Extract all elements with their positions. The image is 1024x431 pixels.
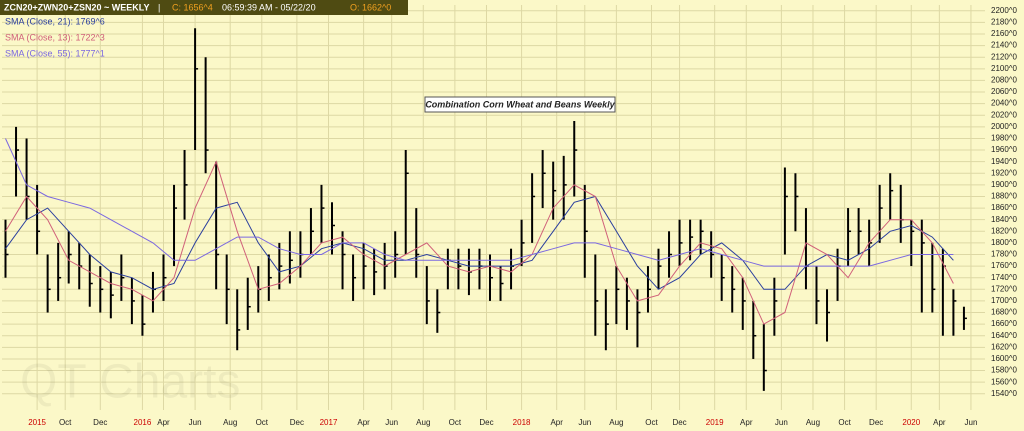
- y-tick-label: 1560^0: [991, 377, 1018, 386]
- y-tick-label: 1640^0: [991, 331, 1018, 340]
- legend-entry: SMA (Close, 13): 1722^3: [5, 32, 105, 42]
- x-tick-label: Apr: [550, 418, 563, 427]
- x-tick-label: Oct: [838, 418, 851, 427]
- y-tick-label: 1860^0: [991, 203, 1018, 212]
- x-tick-label: Jun: [578, 418, 591, 427]
- header-bar: [0, 0, 408, 15]
- x-tick-label: Oct: [59, 418, 72, 427]
- header-separator: |: [158, 2, 160, 12]
- y-tick-label: 1780^0: [991, 250, 1018, 259]
- header-close: C: 1656^4: [172, 2, 213, 12]
- x-tick-label: Oct: [449, 418, 462, 427]
- y-tick-label: 2140^0: [991, 41, 1018, 50]
- y-tick-label: 2000^0: [991, 122, 1018, 131]
- x-tick-label: Dec: [479, 418, 493, 427]
- y-tick-label: 2120^0: [991, 52, 1018, 61]
- y-tick-label: 2200^0: [991, 6, 1018, 15]
- y-tick-label: 1700^0: [991, 296, 1018, 305]
- y-tick-label: 1960^0: [991, 145, 1018, 154]
- x-tick-label: Apr: [357, 418, 370, 427]
- x-tick-label: Dec: [93, 418, 107, 427]
- x-tick-label: Oct: [256, 418, 269, 427]
- y-tick-label: 2080^0: [991, 76, 1018, 85]
- y-tick-label: 1580^0: [991, 366, 1018, 375]
- y-tick-label: 1940^0: [991, 157, 1018, 166]
- x-tick-label: 2017: [320, 418, 338, 427]
- x-tick-label: 2020: [902, 418, 920, 427]
- x-tick-label: Dec: [290, 418, 304, 427]
- x-tick-label: Apr: [740, 418, 753, 427]
- x-tick-label: Dec: [672, 418, 686, 427]
- y-tick-label: 1660^0: [991, 319, 1018, 328]
- legend-entry: SMA (Close, 55): 1777^1: [5, 48, 105, 58]
- x-tick-label: Dec: [869, 418, 883, 427]
- sma-line: [5, 160, 954, 325]
- legend-entry: SMA (Close, 21): 1769^6: [5, 16, 105, 26]
- y-tick-label: 2180^0: [991, 18, 1018, 27]
- y-tick-label: 2020^0: [991, 110, 1018, 119]
- y-tick-label: 1720^0: [991, 284, 1018, 293]
- y-tick-label: 1760^0: [991, 261, 1018, 270]
- x-tick-label: Apr: [933, 418, 946, 427]
- y-tick-label: 1900^0: [991, 180, 1018, 189]
- sma-line: [5, 138, 954, 267]
- x-tick-label: 2016: [134, 418, 152, 427]
- x-tick-label: 2018: [513, 418, 531, 427]
- plot: [4, 28, 967, 391]
- header-open: O: 1662^0: [350, 2, 391, 12]
- y-tick-label: 1920^0: [991, 168, 1018, 177]
- grid: [2, 5, 985, 410]
- x-tick-label: Jun: [965, 418, 978, 427]
- y-tick-label: 1980^0: [991, 134, 1018, 143]
- x-tick-label: Jun: [189, 418, 202, 427]
- x-tick-label: Jun: [385, 418, 398, 427]
- y-tick-label: 2040^0: [991, 99, 1018, 108]
- y-tick-label: 1540^0: [991, 389, 1018, 398]
- y-tick-label: 1740^0: [991, 273, 1018, 282]
- x-tick-label: 2015: [28, 418, 46, 427]
- x-tick-label: Aug: [806, 418, 820, 427]
- y-tick-label: 2100^0: [991, 64, 1018, 73]
- y-tick-label: 1680^0: [991, 308, 1018, 317]
- header-time: 06:59:39 AM - 05/22/20: [222, 2, 316, 12]
- y-tick-label: 2160^0: [991, 29, 1018, 38]
- x-tick-label: Aug: [416, 418, 430, 427]
- y-tick-label: 1620^0: [991, 342, 1018, 351]
- y-tick-label: 1880^0: [991, 192, 1018, 201]
- y-tick-label: 1840^0: [991, 215, 1018, 224]
- x-tick-label: Aug: [223, 418, 237, 427]
- y-tick-label: 2060^0: [991, 87, 1018, 96]
- x-tick-label: Jun: [775, 418, 788, 427]
- y-tick-label: 1800^0: [991, 238, 1018, 247]
- x-tick-label: Apr: [157, 418, 170, 427]
- header-symbol: ZCN20+ZWN20+ZSN20 ~ WEEKLY: [4, 2, 149, 12]
- y-tick-label: 1820^0: [991, 226, 1018, 235]
- y-tick-label: 1600^0: [991, 354, 1018, 363]
- x-tick-label: 2019: [706, 418, 724, 427]
- chart-title: Combination Corn Wheat and Beans Weekly: [425, 99, 615, 109]
- x-tick-label: Oct: [645, 418, 658, 427]
- watermark: QT Charts: [20, 356, 241, 409]
- x-tick-label: Aug: [609, 418, 623, 427]
- title-box: [424, 96, 616, 113]
